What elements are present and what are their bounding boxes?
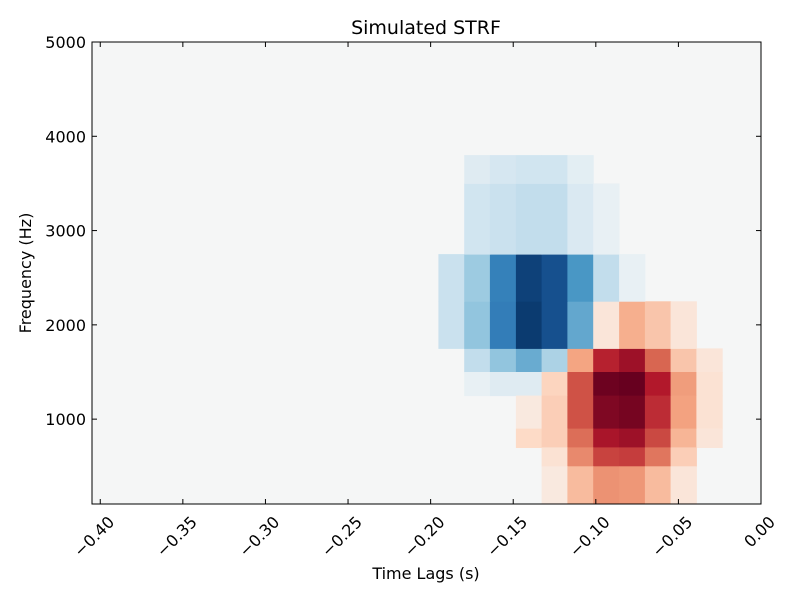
heatmap-cell	[489, 254, 517, 302]
heatmap-cell	[670, 466, 697, 505]
heatmap-cell	[644, 466, 672, 505]
heatmap-cell	[567, 348, 594, 373]
x-tick-label: −0.40	[70, 512, 118, 560]
heatmap-cell	[489, 372, 517, 397]
heatmap-cell	[670, 447, 697, 467]
heatmap-cell	[464, 183, 491, 255]
x-tick-label: −0.15	[483, 512, 531, 560]
heatmap-cell	[541, 466, 568, 505]
heatmap-cell	[515, 428, 543, 448]
heatmap-cell	[644, 447, 672, 467]
heatmap-cell	[619, 447, 646, 467]
x-tick-label: 0.00	[740, 512, 779, 551]
y-tick-label: 2000	[45, 316, 86, 335]
heatmap-cell	[644, 348, 672, 373]
y-tick-label: 3000	[45, 222, 86, 241]
heatmap-cell	[644, 395, 672, 430]
heatmap-cell	[593, 466, 620, 505]
heatmap-cell	[567, 155, 594, 184]
heatmap-cell	[567, 183, 594, 255]
heatmap-cell	[644, 428, 672, 448]
heatmap-cell	[464, 372, 491, 397]
y-tick-label: 1000	[45, 410, 86, 429]
heatmap-cell	[515, 348, 543, 373]
heatmap-cell	[541, 301, 568, 349]
heatmap-cell	[515, 183, 543, 255]
heatmap-cell	[515, 254, 543, 302]
heatmap-cell	[593, 372, 620, 397]
heatmap-cell	[593, 348, 620, 373]
heatmap-cell	[696, 428, 723, 448]
x-tick-label: −0.25	[318, 512, 366, 560]
heatmap-cell	[567, 395, 594, 430]
heatmap-cell	[489, 348, 517, 373]
heatmap-cell	[541, 447, 568, 467]
heatmap-cell	[464, 254, 491, 302]
heatmap-cell	[541, 428, 568, 448]
heatmap-cell	[567, 447, 594, 467]
heatmap-cell	[464, 348, 491, 373]
y-tick-label: 5000	[45, 33, 86, 52]
heatmap-cell	[567, 254, 594, 302]
x-tick-label: −0.10	[566, 512, 614, 560]
heatmap-cell	[567, 428, 594, 448]
heatmap-cell	[541, 348, 568, 373]
heatmap-cell	[644, 301, 672, 349]
heatmap-cell	[593, 254, 620, 302]
heatmap-cell	[515, 301, 543, 349]
heatmap-cell	[541, 254, 568, 302]
plot-frame	[91, 41, 762, 505]
heatmap-cell	[619, 301, 646, 349]
heatmap-cell	[593, 395, 620, 430]
heatmap-cell	[489, 183, 517, 255]
heatmap-cell	[438, 254, 465, 302]
x-tick-label: −0.30	[235, 512, 283, 560]
heatmap-cell	[619, 348, 646, 373]
heatmap-cell	[619, 372, 646, 397]
heatmap-cell	[567, 466, 594, 505]
heatmap-cell	[515, 155, 543, 184]
heatmap-cell	[567, 301, 594, 349]
x-tick-label: −0.20	[400, 512, 448, 560]
heatmap-cell	[670, 348, 697, 373]
heatmap-cell	[464, 301, 491, 349]
heatmap-cell	[489, 155, 517, 184]
heatmap-cell	[593, 183, 620, 255]
y-tick-label: 4000	[45, 127, 86, 146]
heatmap-cell	[541, 155, 568, 184]
heatmap-cell	[670, 301, 697, 349]
heatmap-cell	[619, 254, 646, 302]
heatmap-cell	[696, 348, 723, 373]
heatmap-cell	[567, 372, 594, 397]
heatmap-cell	[644, 372, 672, 397]
heatmap-cell	[464, 155, 491, 184]
heatmap-cell	[541, 372, 568, 397]
heatmap-cells	[438, 155, 723, 505]
x-tick-label: −0.35	[153, 512, 201, 560]
heatmap-cell	[696, 395, 723, 430]
x-tick-label: −0.05	[648, 512, 696, 560]
heatmap-cell	[541, 183, 568, 255]
heatmap-cell	[515, 395, 543, 430]
heatmap-cell	[619, 428, 646, 448]
heatmap-cell	[593, 447, 620, 467]
heatmap-cell	[670, 395, 697, 430]
chart-title: Simulated STRF	[351, 17, 501, 39]
heatmap-cell	[593, 428, 620, 448]
heatmap-cell	[670, 372, 697, 397]
heatmap-cell	[541, 395, 568, 430]
heatmap-cell	[438, 301, 465, 349]
y-axis-ticks: 1000 2000 3000 4000 5000	[45, 33, 761, 429]
heatmap-cell	[696, 372, 723, 397]
x-axis-label: Time Lags (s)	[371, 564, 479, 583]
y-axis-label: Frequency (Hz)	[16, 213, 35, 334]
heatmap-cell	[619, 395, 646, 430]
heatmap-cell	[593, 301, 620, 349]
heatmap-cell	[489, 301, 517, 349]
heatmap-cell	[515, 372, 543, 397]
heatmap-cell	[670, 428, 697, 448]
heatmap-cell	[619, 466, 646, 505]
